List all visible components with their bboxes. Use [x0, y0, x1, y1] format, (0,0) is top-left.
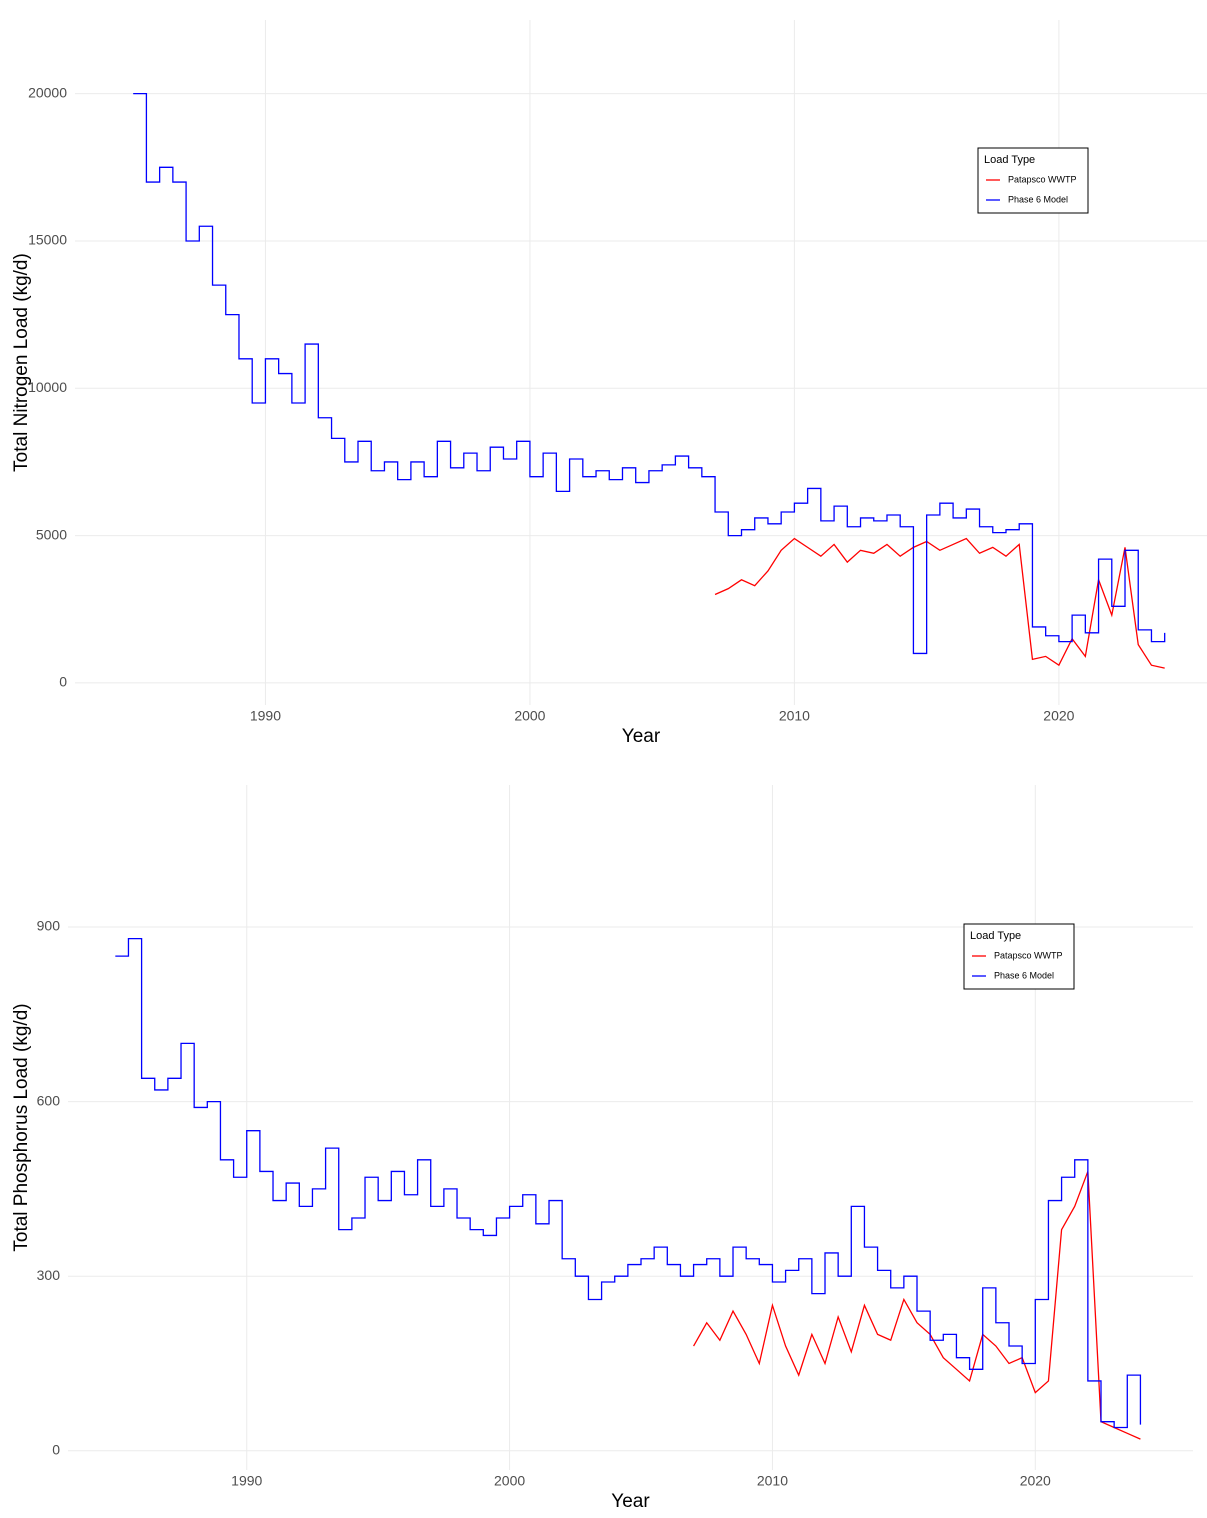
y-tick-label: 10000 [28, 379, 67, 395]
x-tick-label: 2000 [494, 1473, 525, 1489]
legend: Load Type Patapsco WWTP Phase 6 Model [977, 147, 1089, 214]
y-tick-label: 0 [52, 1441, 60, 1457]
legend-box [977, 147, 1089, 214]
legend-label: Phase 6 Model [1008, 194, 1068, 204]
y-tick-label: 900 [37, 918, 61, 934]
x-tick-label: 1990 [231, 1473, 262, 1489]
x-tick-label: 2010 [779, 708, 810, 724]
legend-label: Patapsco WWTP [994, 950, 1063, 960]
x-tick-label: 1990 [250, 708, 281, 724]
y-tick-label: 15000 [28, 232, 67, 248]
x-tick-label: 2020 [1020, 1473, 1051, 1489]
y-tick-label: 5000 [36, 526, 67, 542]
y-tick-label: 600 [37, 1092, 61, 1108]
series-line [115, 937, 1142, 1429]
y-tick-label: 0 [59, 674, 67, 690]
legend-title: Load Type [970, 930, 1021, 942]
legend-label: Patapsco WWTP [1008, 174, 1077, 184]
series-line [133, 93, 1166, 655]
x-axis-title: Year [622, 726, 661, 747]
legend-label: Phase 6 Model [994, 970, 1054, 980]
y-axis-title: Total Phosphorus Load (kg/d) [11, 1003, 32, 1251]
x-axis-title: Year [611, 1491, 650, 1512]
x-tick-label: 2000 [514, 708, 545, 724]
x-tick-label: 2020 [1043, 708, 1074, 724]
y-tick-label: 300 [37, 1267, 61, 1283]
y-axis-title: Total Nitrogen Load (kg/d) [11, 253, 32, 472]
legend-title: Load Type [984, 154, 1035, 166]
x-tick-label: 2010 [757, 1473, 788, 1489]
series-line [693, 1171, 1141, 1440]
series-line [714, 537, 1165, 669]
legend: Load Type Patapsco WWTP Phase 6 Model [963, 923, 1075, 990]
y-tick-label: 20000 [28, 84, 67, 100]
